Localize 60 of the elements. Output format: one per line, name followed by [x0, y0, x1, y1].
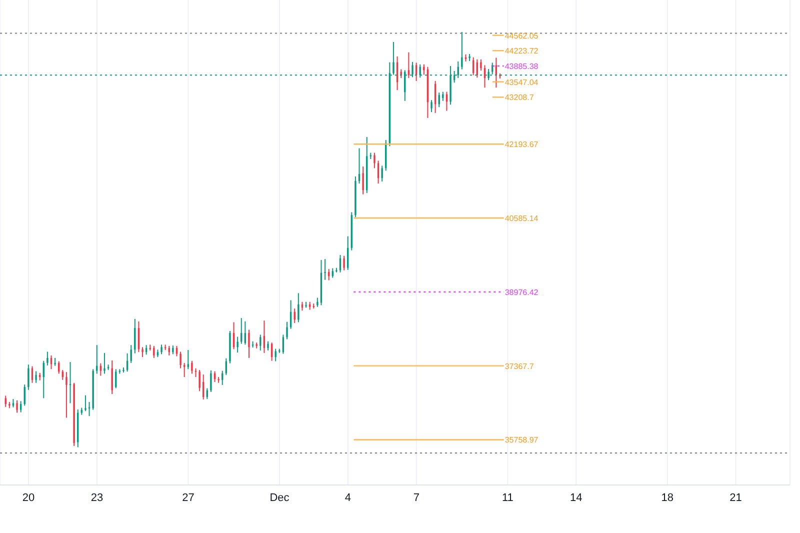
candlestick: [180, 351, 182, 369]
x-tick-label: 27: [182, 492, 194, 504]
candlestick: [362, 166, 364, 195]
x-tick-label: 18: [661, 492, 674, 504]
candlestick: [187, 350, 189, 370]
candlestick: [430, 100, 432, 113]
x-tick-label: 20: [22, 492, 35, 504]
annotation: 44223.72: [504, 46, 539, 56]
x-tick-label: 11: [502, 492, 514, 504]
annotation: 38976.42: [504, 288, 539, 297]
candlestick: [111, 360, 113, 395]
candlestick: [423, 64, 425, 76]
x-tick-label: 21: [730, 492, 742, 504]
candlestick: [274, 348, 276, 362]
candlestick: [248, 329, 250, 358]
annotation: 43208.7: [504, 93, 534, 102]
candlestick: [46, 351, 48, 366]
candlestick: [16, 400, 18, 414]
candlestick: [134, 318, 136, 354]
candlestick: [210, 370, 212, 392]
candlestick: [461, 31, 463, 70]
x-tick-label: 23: [90, 492, 104, 504]
candlestick: [298, 292, 300, 323]
candlestick: [392, 41, 394, 76]
x-tick-label: Dec: [270, 492, 290, 504]
annotation: 44562.05: [504, 31, 539, 40]
candlestick: [324, 258, 326, 280]
annotation: 35758.97: [504, 436, 539, 445]
candlestick: [343, 255, 345, 271]
candlestick: [198, 369, 200, 392]
candlestick: [20, 400, 22, 413]
candlestick: [374, 152, 376, 169]
candlestick: [191, 360, 193, 374]
annotation: 40585.14: [504, 214, 539, 223]
annotation: 42193.67: [504, 140, 539, 150]
candlestick: [160, 344, 162, 355]
x-tick-label: 14: [570, 492, 582, 504]
annotation: 43547.04: [504, 78, 539, 87]
candlestick: [176, 345, 178, 357]
candlestick: [316, 297, 318, 308]
candlestick: [381, 165, 383, 182]
x-tick-label: 4: [344, 492, 352, 504]
annotation: 43885.38: [504, 62, 539, 72]
candlestick: [66, 372, 68, 418]
candlestick: [4, 395, 6, 408]
candlestick: [28, 364, 30, 390]
candlestick: [260, 334, 262, 351]
candlestick: [286, 321, 288, 340]
candlestick: [480, 58, 482, 72]
candlestick: [130, 344, 132, 364]
candlestick: [236, 336, 238, 354]
x-tick-label: 7: [413, 492, 420, 504]
candlestick: [35, 370, 37, 384]
candlestick: [442, 91, 444, 102]
annotation: 37367.7: [504, 362, 534, 371]
candlestick: [84, 394, 86, 412]
candlestick: [267, 340, 269, 351]
candlestick: [153, 345, 155, 358]
candlestick: [142, 346, 144, 358]
candlestick: [104, 352, 106, 374]
